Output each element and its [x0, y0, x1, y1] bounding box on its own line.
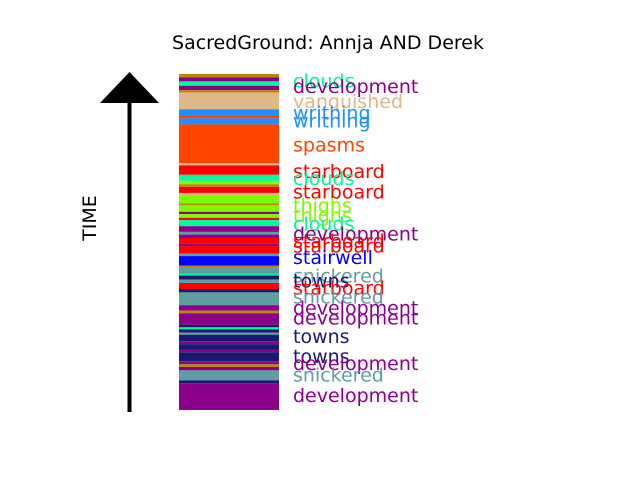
band-development — [179, 383, 279, 410]
band-development — [179, 85, 279, 91]
term-label-thighs: thighs — [293, 205, 352, 227]
term-label-starboard: starboard — [293, 230, 385, 252]
band-development — [179, 234, 279, 238]
band-towns — [179, 380, 279, 384]
band-writhing — [179, 109, 279, 116]
term-label-stairwell: stairwell — [293, 247, 373, 269]
band-vanquished — [179, 163, 279, 166]
band-snickered — [179, 332, 279, 335]
band-filler — [179, 184, 279, 187]
term-label-development: development — [293, 353, 418, 375]
term-label-starboard: starboard — [293, 182, 385, 204]
term-label-starboard: starboard — [293, 235, 385, 257]
band-towns — [179, 334, 279, 342]
band-spasms — [179, 116, 279, 119]
term-label-development: development — [293, 308, 418, 330]
band-starboard — [179, 237, 279, 244]
band-starboard — [179, 186, 279, 193]
term-label-spasms: spasms — [293, 135, 365, 157]
band-snickered — [179, 292, 279, 306]
band-towns — [179, 352, 279, 362]
term-label-development: development — [293, 298, 418, 320]
band-development — [179, 366, 279, 371]
band-towns — [179, 329, 279, 333]
band-development — [179, 211, 279, 215]
band-development — [179, 341, 279, 345]
band-clouds — [179, 273, 279, 276]
band-thighs — [179, 205, 279, 212]
term-label-writhing: writhing — [293, 103, 371, 125]
band-filler — [179, 364, 279, 367]
term-label-towns: towns — [293, 326, 350, 348]
band-development — [179, 226, 279, 232]
band-snickered — [179, 267, 279, 274]
term-label-clouds: clouds — [293, 214, 354, 236]
band-snickered — [179, 370, 279, 381]
timeline-labels: cloudsdevelopmentvanquishedwrithingwrith… — [293, 71, 418, 407]
time-arrow-head — [100, 72, 159, 103]
band-filler — [179, 203, 279, 206]
band-development — [179, 349, 279, 353]
band-filler — [179, 74, 279, 78]
band-snickered — [179, 231, 279, 235]
term-label-towns: towns — [293, 346, 350, 368]
term-label-development: development — [293, 224, 418, 246]
band-writhing — [179, 118, 279, 125]
term-label-snickered: snickered — [293, 365, 384, 387]
band-starboard — [179, 282, 279, 290]
band-snickered — [179, 279, 279, 283]
term-label-starboard: starboard — [293, 161, 385, 183]
band-stairwell — [179, 256, 279, 266]
term-label-snickered: snickered — [293, 266, 384, 288]
band-thighs — [179, 194, 279, 204]
term-label-development: development — [293, 76, 418, 98]
band-clouds — [179, 220, 279, 227]
term-label-clouds: clouds — [293, 168, 354, 190]
term-label-writhing: writhing — [293, 110, 371, 132]
band-clouds — [179, 81, 279, 86]
band-snickered — [179, 253, 279, 257]
term-label-towns: towns — [293, 271, 350, 293]
band-development — [179, 243, 279, 247]
band-development — [179, 313, 279, 325]
band-towns — [179, 324, 279, 328]
band-filler — [179, 265, 279, 268]
band-starboard — [179, 165, 279, 175]
time-axis-label: TIME — [79, 195, 101, 242]
band-thighs — [179, 214, 279, 218]
term-label-thighs: thighs — [293, 195, 352, 217]
band-towns — [179, 275, 279, 280]
band-vanquished — [179, 92, 279, 110]
band-development — [179, 77, 279, 82]
band-spasms — [179, 124, 279, 164]
term-label-vanquished: vanquished — [293, 91, 403, 113]
timeline-bands — [179, 74, 279, 410]
band-clouds — [179, 174, 279, 181]
term-label-development: development — [293, 385, 418, 407]
band-clouds — [179, 327, 279, 330]
term-label-clouds: clouds — [293, 71, 354, 93]
band-starboard — [179, 246, 279, 254]
band-thighs — [179, 180, 279, 185]
band-filler — [179, 90, 279, 93]
chart-title: SacredGround: Annja AND Derek — [172, 32, 484, 54]
band-vanquished — [179, 192, 279, 195]
term-label-starboard: starboard — [293, 277, 385, 299]
band-development — [179, 305, 279, 311]
band-filler — [179, 310, 279, 314]
band-development — [179, 361, 279, 365]
band-starboard — [179, 217, 279, 221]
band-towns — [179, 344, 279, 350]
band-towns — [179, 289, 279, 293]
term-label-snickered: snickered — [293, 286, 384, 308]
